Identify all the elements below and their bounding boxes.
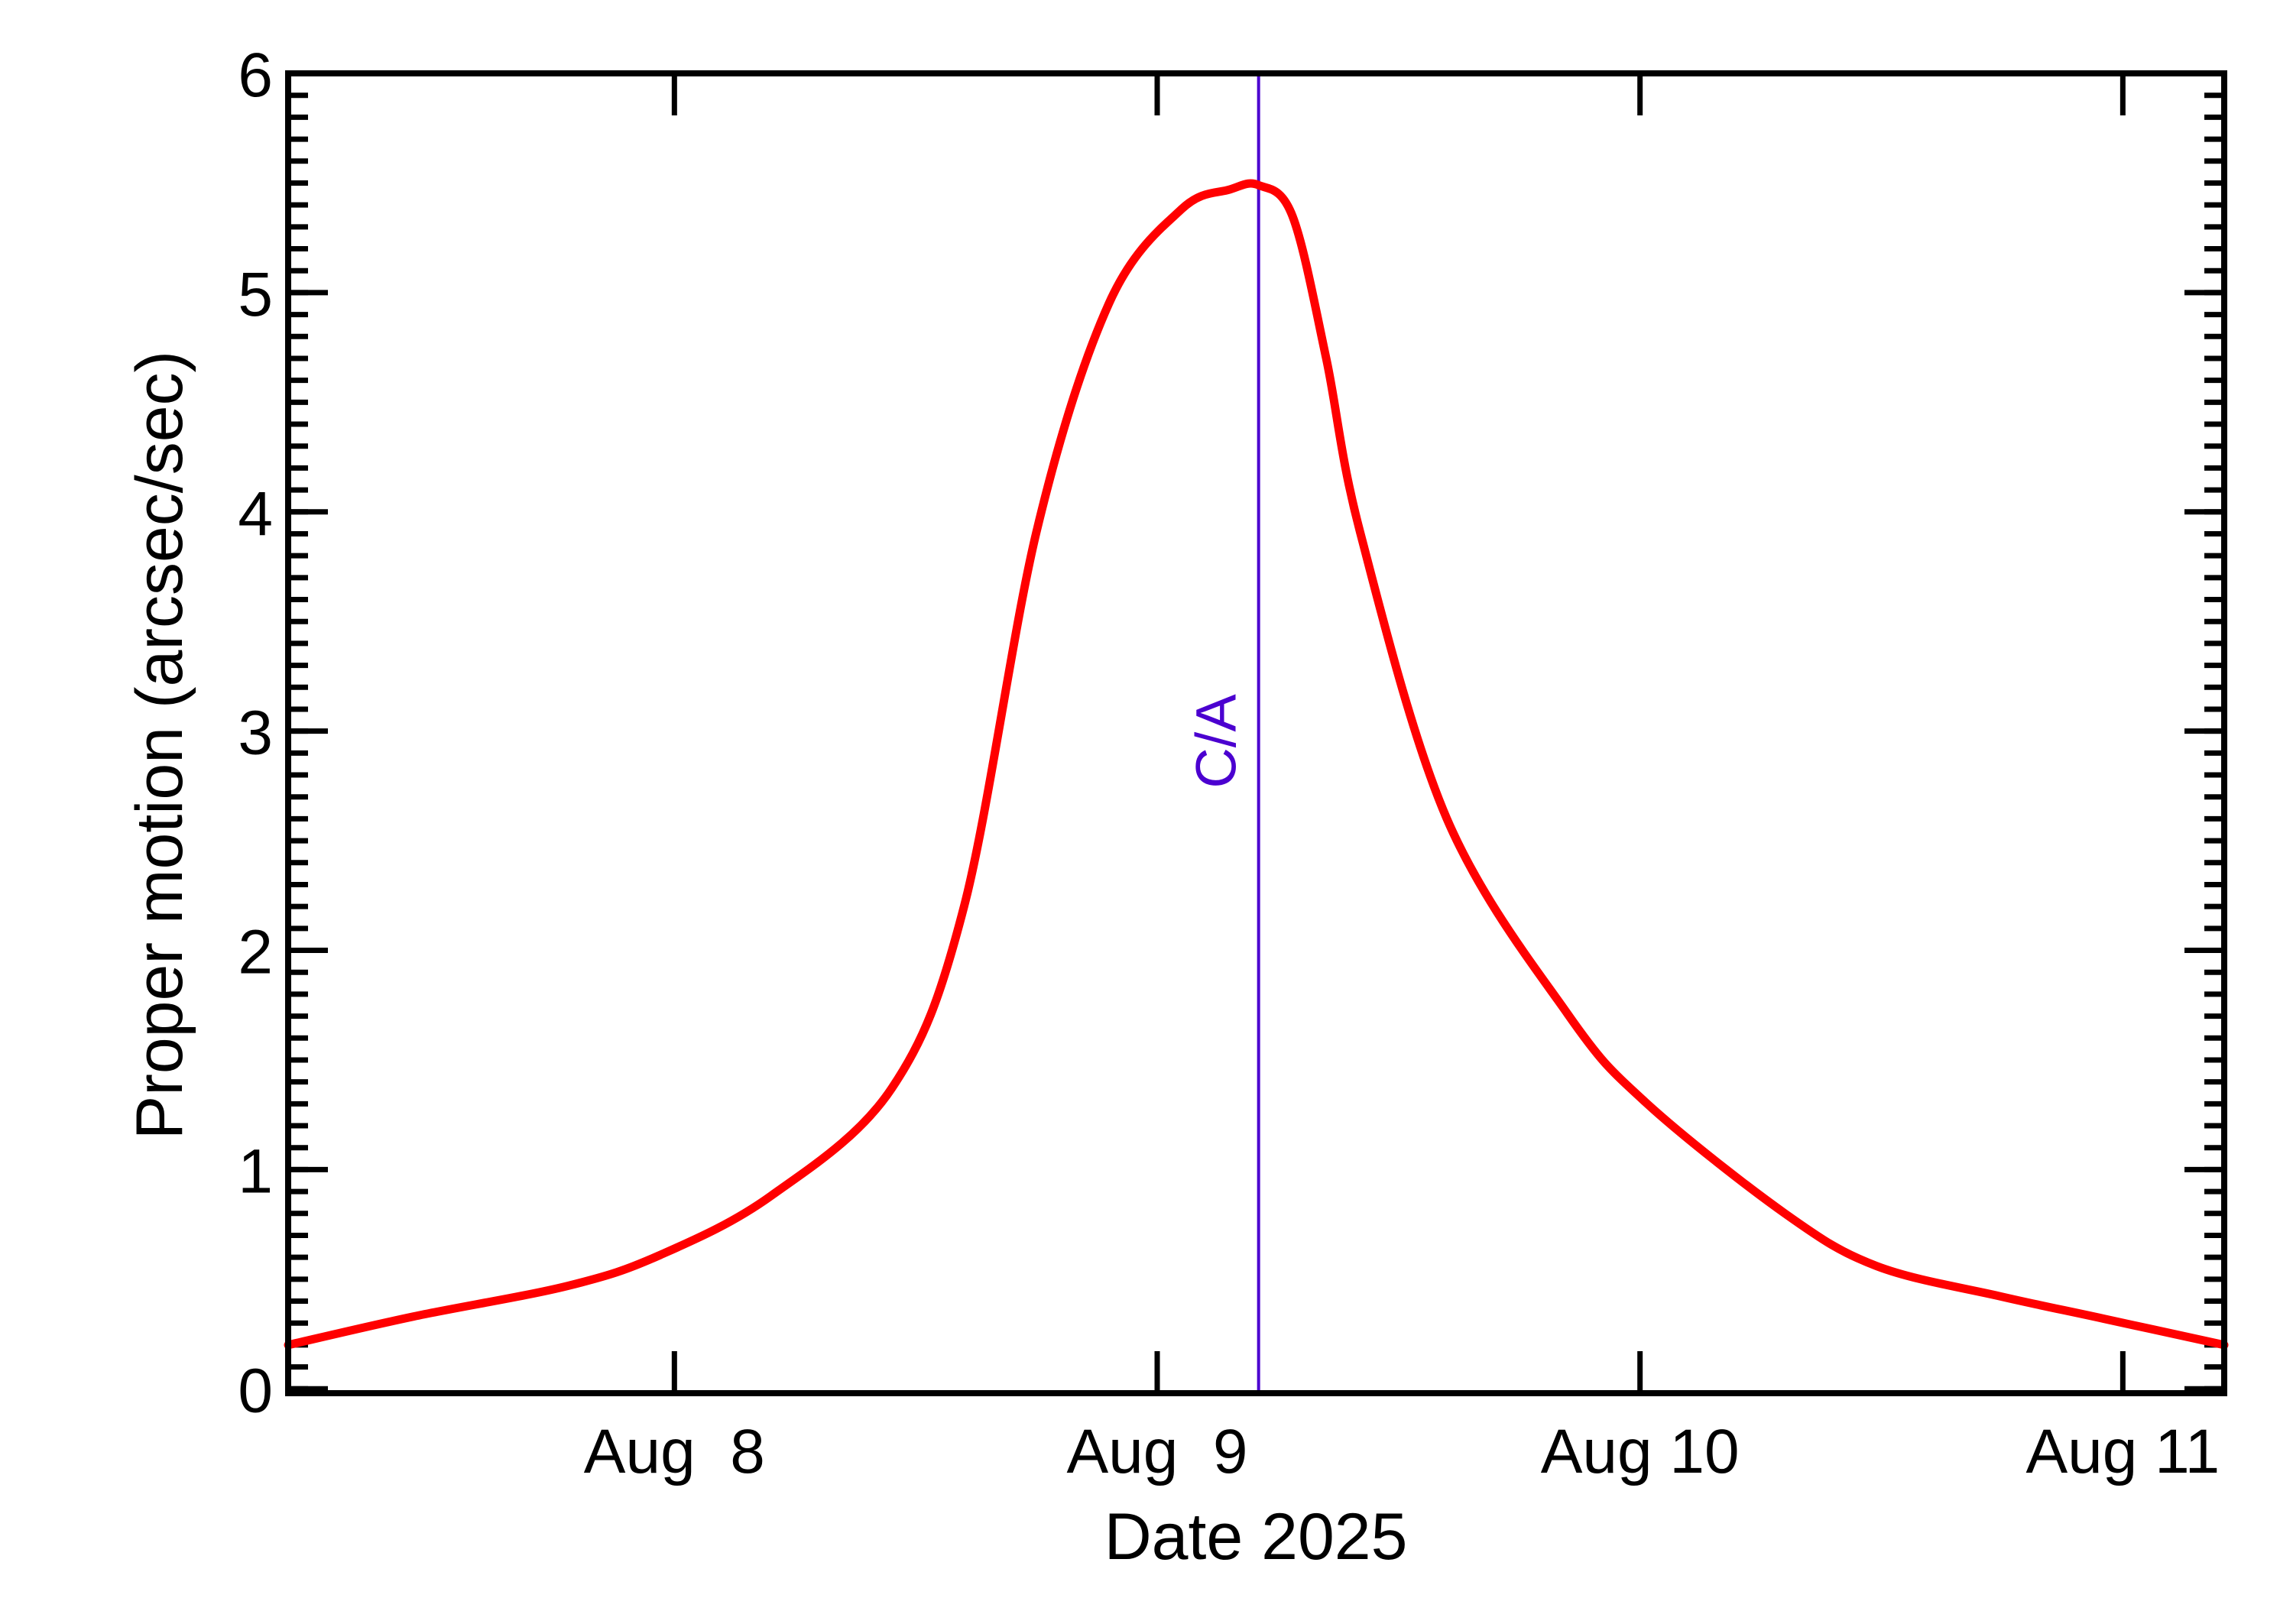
proper-motion-curve [284,179,2229,1350]
y-tick-label: 2 [238,918,273,987]
plot-frame [285,70,2227,1396]
closest-approach-label: C/A [1185,694,1248,789]
y-tick-label: 4 [238,479,273,549]
x-tick-label: Aug 11 [2025,1417,2220,1486]
x-axis-title: Date 2025 [1104,1500,1408,1574]
y-tick-label: 0 [238,1356,273,1425]
x-tick-label: Aug 8 [584,1417,765,1486]
x-tick-label: Aug 9 [1066,1417,1247,1486]
x-tick-labels: Aug 8 Aug 9 Aug 10 Aug 11 [584,1417,2220,1486]
x-tick-label: Aug 10 [1541,1417,1740,1486]
y-tick-labels: 0 1 2 3 4 5 6 [238,41,273,1425]
y-tick-label: 6 [238,41,273,110]
y-tick-label: 1 [238,1136,273,1206]
y-tick-label: 3 [238,699,273,768]
y-tick-label: 5 [238,260,273,329]
closest-approach-marker: C/A [1185,73,1260,1393]
y-axis-title: Proper motion (arcsec/sec) [123,351,196,1139]
